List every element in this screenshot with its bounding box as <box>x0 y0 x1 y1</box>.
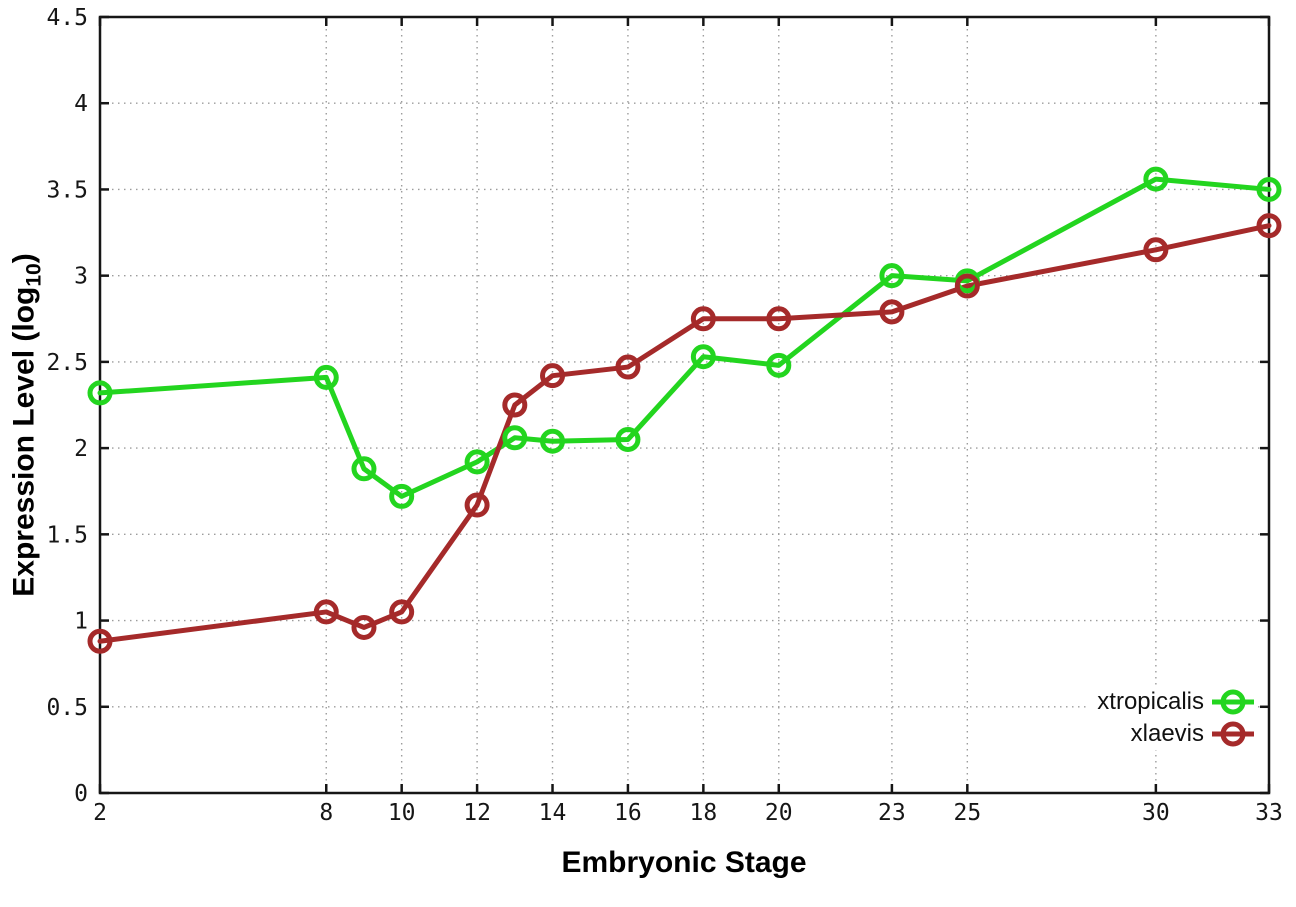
y-tick-label: 3.5 <box>46 177 88 203</box>
y-axis-title-close: ) <box>7 253 41 264</box>
data-point-xtropicalis-18 <box>690 344 716 370</box>
x-tick-label: 14 <box>539 800 567 826</box>
x-tick-label: 18 <box>690 800 718 826</box>
y-tick-label: 0.5 <box>46 695 88 721</box>
y-tick-label: 2 <box>74 436 88 462</box>
x-tick-label: 23 <box>878 800 906 826</box>
x-tick-label: 33 <box>1255 800 1283 826</box>
legend-entry-xlaevis: xlaevis <box>1131 720 1254 748</box>
data-point-xtropicalis-10 <box>389 483 415 509</box>
y-tick-label: 1 <box>74 609 88 635</box>
data-point-xtropicalis-13 <box>502 425 528 451</box>
y-tick-label: 0 <box>74 781 88 807</box>
y-axis-title-subscript: 10 <box>22 263 46 287</box>
x-tick-label: 2 <box>93 800 107 826</box>
data-point-xlaevis-16 <box>615 354 641 380</box>
data-point-xlaevis-8 <box>313 599 339 625</box>
data-point-xlaevis-14 <box>540 363 566 389</box>
legend-label-xlaevis: xlaevis <box>1130 720 1204 747</box>
y-tick-label: 4.5 <box>46 5 88 31</box>
data-point-xlaevis-13 <box>502 392 528 418</box>
x-tick-label: 20 <box>765 800 793 826</box>
data-point-xtropicalis-9 <box>351 456 377 482</box>
data-point-xlaevis-23 <box>879 299 905 325</box>
legend-marker-xlaevis <box>1212 721 1254 747</box>
data-point-xtropicalis-2 <box>87 380 113 406</box>
x-tick-label: 10 <box>388 800 416 826</box>
data-point-xlaevis-9 <box>351 614 377 640</box>
y-axis-title: Expression Level (log10) <box>8 253 47 596</box>
legend-marker-xtropicalis <box>1212 689 1254 715</box>
data-point-xlaevis-12 <box>464 492 490 518</box>
legend-entry-xtropicalis: xtropicalis <box>1097 688 1254 716</box>
y-axis-title-text: Expression Level (log <box>7 286 41 597</box>
y-tick-label: 4 <box>74 91 88 117</box>
data-point-xtropicalis-33 <box>1256 176 1282 202</box>
y-tick-label: 2.5 <box>46 350 88 376</box>
x-tick-label: 16 <box>614 800 642 826</box>
data-point-xtropicalis-12 <box>464 449 490 475</box>
legend-label-xtropicalis: xtropicalis <box>1097 688 1204 715</box>
data-point-xlaevis-30 <box>1143 237 1169 263</box>
data-point-xlaevis-33 <box>1256 213 1282 239</box>
x-tick-label: 8 <box>319 800 333 826</box>
legend: xtropicalis xlaevis <box>1089 686 1256 750</box>
y-tick-label: 1.5 <box>46 522 88 548</box>
y-tick-label: 3 <box>74 264 88 290</box>
data-point-xlaevis-20 <box>766 306 792 332</box>
data-point-xlaevis-2 <box>87 628 113 654</box>
data-point-xtropicalis-23 <box>879 263 905 289</box>
data-point-xtropicalis-20 <box>766 352 792 378</box>
data-point-xtropicalis-8 <box>313 364 339 390</box>
data-point-xtropicalis-16 <box>615 426 641 452</box>
series-line-xlaevis <box>97 223 1272 644</box>
x-tick-label: 25 <box>953 800 981 826</box>
x-tick-label: 12 <box>463 800 491 826</box>
data-point-xtropicalis-30 <box>1143 166 1169 192</box>
plot-border <box>98 15 1271 795</box>
x-axis-title: Embryonic Stage <box>561 846 807 879</box>
data-point-xtropicalis-14 <box>540 428 566 454</box>
data-point-xlaevis-10 <box>389 599 415 625</box>
data-point-xlaevis-25 <box>954 273 980 299</box>
x-tick-label: 30 <box>1142 800 1170 826</box>
data-point-xlaevis-18 <box>690 306 716 332</box>
